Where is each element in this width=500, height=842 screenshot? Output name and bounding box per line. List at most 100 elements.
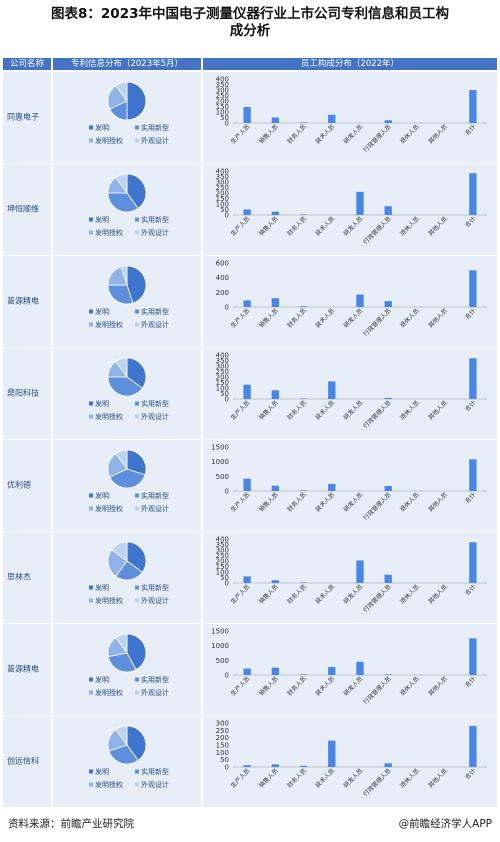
y-tick-label: 300: [216, 363, 229, 371]
bar: [356, 294, 364, 307]
bar: [299, 122, 308, 123]
y-tick-label: 1500: [211, 444, 229, 452]
y-tick-label: 500: [216, 657, 229, 665]
legend-label: 外观设计: [141, 412, 169, 421]
y-tick-label: 400: [216, 536, 229, 544]
legend-label: 发明: [95, 123, 109, 132]
legend-swatch: [135, 506, 139, 511]
legend-label: 发明授权: [95, 228, 123, 237]
x-tick-label: 行政管理人员: [362, 399, 393, 430]
y-tick-label: 150: [216, 103, 229, 111]
x-tick-label: 技术人员: [314, 399, 337, 422]
legend-swatch: [135, 125, 139, 130]
x-tick-label: 生产人员: [229, 491, 252, 514]
legend-swatch: [89, 414, 93, 419]
x-tick-label: 退休人员: [398, 123, 421, 146]
legend-label: 发明: [95, 583, 109, 592]
header-patent: 专利信息分布（2023年5月）: [53, 58, 201, 70]
x-tick-label: 财务人员: [285, 767, 308, 790]
company-name: 普源精电: [7, 664, 39, 674]
patent-pie-cell: 发明 实用新型 发明授权 外观设计: [53, 624, 201, 715]
bar: [384, 120, 392, 123]
x-tick-label: 行政管理人员: [362, 307, 393, 338]
company-name-cell: 思林杰: [3, 532, 51, 623]
company-name: 鼎阳科技: [7, 388, 39, 398]
x-tick-label: 生产人员: [229, 399, 252, 422]
y-tick-label: 250: [216, 727, 229, 735]
x-tick-label: 合计: [463, 767, 477, 781]
legend-swatch: [89, 677, 93, 682]
y-tick-label: 600: [216, 260, 229, 268]
x-tick-label: 技术人员: [314, 675, 337, 698]
legend-label: 外观设计: [141, 504, 169, 513]
y-tick-label: 100: [216, 749, 229, 757]
patent-pie-cell: 发明 实用新型 发明授权 外观设计: [53, 532, 201, 623]
legend-swatch: [135, 322, 139, 327]
bar: [271, 580, 279, 583]
bar: [469, 638, 477, 675]
company-name-cell: 坤恒顺维: [3, 164, 51, 255]
y-tick-label: 300: [216, 87, 229, 95]
legend-swatch: [89, 125, 93, 130]
legend-label: 发明授权: [95, 320, 123, 329]
legend-swatch: [135, 309, 139, 314]
bar: [384, 763, 392, 767]
y-tick-label: 350: [216, 173, 229, 181]
x-tick-label: 行政管理人员: [362, 491, 393, 522]
x-tick-label: 退休人员: [398, 215, 421, 238]
pie-slice: [126, 449, 147, 476]
y-tick-label: 200: [216, 374, 229, 382]
x-tick-label: 财务人员: [285, 491, 308, 514]
y-tick-label: 150: [216, 742, 229, 750]
bar: [384, 674, 392, 675]
x-tick-label: 研发人员: [342, 491, 365, 514]
patent-pie-cell: 发明 实用新型 发明授权 外观设计: [53, 348, 201, 439]
company-name: 创远信科: [7, 756, 39, 766]
y-tick-label: 50: [220, 206, 229, 214]
pie-slice: [115, 633, 128, 655]
company-name: 思林杰: [7, 572, 31, 582]
x-tick-label: 行政管理人员: [362, 675, 393, 706]
legend-label: 发明授权: [95, 504, 123, 513]
bar: [469, 725, 477, 767]
legend-swatch: [135, 493, 139, 498]
bar: [243, 765, 251, 767]
y-tick-label: 300: [216, 179, 229, 187]
legend-label: 发明授权: [95, 688, 123, 697]
legend-swatch: [135, 230, 139, 235]
x-tick-label: 销售人员: [257, 399, 280, 422]
company-name-cell: 同惠电子: [3, 72, 51, 163]
y-tick-label: 500: [216, 473, 229, 481]
bar: [384, 574, 392, 583]
legend-swatch: [89, 230, 93, 235]
y-tick-label: 200: [216, 734, 229, 742]
bar: [243, 576, 251, 583]
staff-bar-cell: 0 50 100 150 200 250 300 350 400 生产人员 销售人员 财务人员 技术人员…: [203, 164, 497, 255]
y-tick-label: 400: [216, 168, 229, 176]
x-tick-label: 其他人员: [426, 399, 449, 422]
pie-slice: [115, 357, 128, 379]
bar: [469, 270, 477, 307]
company-name-cell: 优利德: [3, 440, 51, 531]
x-tick-label: 合计: [463, 491, 477, 505]
x-tick-label: 研发人员: [342, 399, 365, 422]
y-tick-label: 0: [225, 120, 229, 128]
x-tick-label: 技术人员: [314, 491, 337, 514]
x-tick-label: 财务人员: [285, 583, 308, 606]
staff-bar-cell: 0 50 100 150 200 250 300 350 400 生产人员 销售人员 财务人员 技术人员…: [203, 348, 497, 439]
company-name-cell: 普源精电: [3, 256, 51, 347]
page-title: 图表8：2023年中国电子测量仪器行业上市公司专利信息和员工构 成分析: [51, 6, 449, 39]
legend-swatch: [89, 585, 93, 590]
bar: [243, 300, 251, 307]
pie-slice: [115, 725, 128, 747]
y-tick-label: 250: [216, 184, 229, 192]
bar: [271, 667, 279, 675]
legend-label: 发明: [95, 491, 109, 500]
y-tick-label: 200: [216, 289, 229, 297]
legend-swatch: [135, 138, 139, 143]
